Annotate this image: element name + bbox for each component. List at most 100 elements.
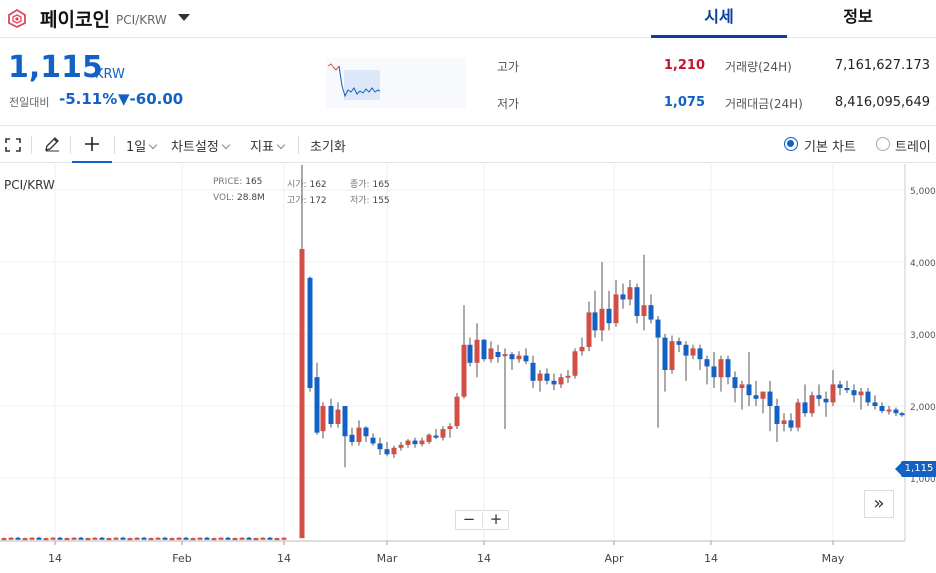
chart-title: PCI/KRW — [4, 178, 55, 192]
candle-body — [36, 537, 42, 540]
candle — [377, 437, 383, 455]
candle-body — [454, 396, 460, 427]
candle — [155, 537, 161, 540]
candle — [788, 413, 794, 432]
basic-chart-radio[interactable] — [784, 137, 798, 151]
zoom-in-button[interactable]: + — [489, 510, 503, 528]
candle — [169, 537, 175, 541]
interval-dropdown[interactable]: 1일 — [126, 136, 158, 155]
candle — [865, 388, 871, 406]
chart-settings-dropdown[interactable]: 차트설정 — [171, 136, 231, 155]
candle-body — [78, 537, 84, 540]
candle — [8, 537, 14, 540]
candle — [71, 537, 77, 540]
candle-body — [433, 435, 439, 438]
candle-body — [690, 348, 696, 356]
candle-body — [851, 390, 857, 396]
candle — [495, 344, 501, 363]
candle-body — [225, 537, 231, 540]
candle-body — [106, 538, 112, 541]
candle-body — [704, 359, 710, 367]
candle — [795, 398, 801, 432]
candle — [461, 305, 467, 399]
candle-body — [627, 287, 633, 300]
indicator-dropdown[interactable]: 지표 — [250, 136, 286, 155]
candle — [281, 537, 287, 540]
scroll-to-latest-button[interactable]: » — [864, 490, 894, 518]
candlestick-chart[interactable]: 5,000 4,000 3,000 2,000 1,000 14 Feb 14 Mar 14 Ap… — [0, 164, 936, 573]
candle-body — [837, 384, 843, 388]
candle — [50, 537, 56, 540]
tab-info[interactable]: 정보 — [843, 7, 873, 26]
candle — [299, 164, 305, 539]
candle-body — [370, 437, 376, 444]
candle — [683, 341, 689, 381]
candle-body — [412, 440, 418, 445]
y-tick-label: 3,000 — [910, 331, 936, 341]
candle-body — [155, 537, 161, 540]
candle — [426, 433, 432, 445]
candle-body — [893, 409, 899, 414]
candle — [809, 391, 815, 417]
y-tick-label: 5,000 — [910, 187, 936, 197]
candle-body — [342, 406, 348, 437]
zoom-divider — [482, 513, 483, 527]
plus-icon[interactable] — [84, 136, 100, 152]
candle-body — [43, 538, 49, 541]
candle-body — [481, 339, 487, 360]
candle — [732, 371, 738, 403]
candle-body — [599, 308, 605, 331]
candle-body — [15, 537, 21, 540]
candle-body — [816, 395, 822, 399]
candle — [356, 420, 362, 446]
candle-body — [872, 402, 878, 406]
candle-body — [127, 538, 133, 541]
volume-label: 거래량(24H) — [725, 60, 792, 74]
candle-body — [530, 362, 536, 381]
chevron-down-icon — [221, 140, 231, 150]
candle-body — [190, 538, 196, 541]
candle — [634, 283, 640, 324]
candle — [419, 437, 425, 447]
candle-body — [141, 537, 147, 540]
zoom-out-button[interactable]: − — [462, 510, 476, 528]
candle — [516, 351, 522, 363]
pencil-icon[interactable] — [44, 136, 60, 152]
candle — [267, 536, 273, 540]
tradingview-label[interactable]: 트레이 — [895, 140, 931, 155]
candle-body — [440, 429, 446, 438]
candle-body — [391, 447, 397, 455]
candle — [579, 337, 585, 356]
candle-body — [183, 537, 189, 540]
candle-body — [474, 339, 480, 363]
candle-body — [299, 249, 305, 539]
candle-body — [592, 312, 598, 331]
x-tick-label: Feb — [172, 552, 191, 565]
candle — [537, 370, 543, 392]
candle-body — [788, 420, 794, 428]
candle — [899, 411, 905, 417]
candle — [398, 442, 404, 451]
coin-select-chevron-icon[interactable] — [178, 14, 190, 21]
candle — [704, 355, 710, 385]
candle — [844, 380, 850, 394]
candle-body — [537, 373, 543, 381]
candle — [253, 537, 259, 541]
low-label: 저가 — [497, 97, 520, 111]
candlestick-chart-area[interactable]: 5,000 4,000 3,000 2,000 1,000 14 Feb 14 Mar 14 Ap… — [0, 164, 936, 573]
candle — [57, 536, 63, 540]
x-tick-label: 14 — [704, 552, 718, 565]
fullscreen-icon[interactable] — [5, 138, 21, 152]
candle-body — [648, 305, 654, 320]
payprotocol-logo-icon — [8, 8, 26, 29]
basic-chart-label[interactable]: 기본 차트 — [804, 140, 856, 155]
candle — [106, 537, 112, 541]
candle — [711, 352, 717, 388]
amount-label: 거래대금(24H) — [725, 97, 803, 111]
tradingview-radio[interactable] — [876, 137, 890, 151]
candle-body — [99, 537, 105, 540]
tab-market[interactable]: 시세 — [651, 0, 787, 38]
candle — [349, 427, 355, 446]
candle — [440, 426, 446, 441]
reset-button[interactable]: 초기화 — [310, 140, 346, 155]
